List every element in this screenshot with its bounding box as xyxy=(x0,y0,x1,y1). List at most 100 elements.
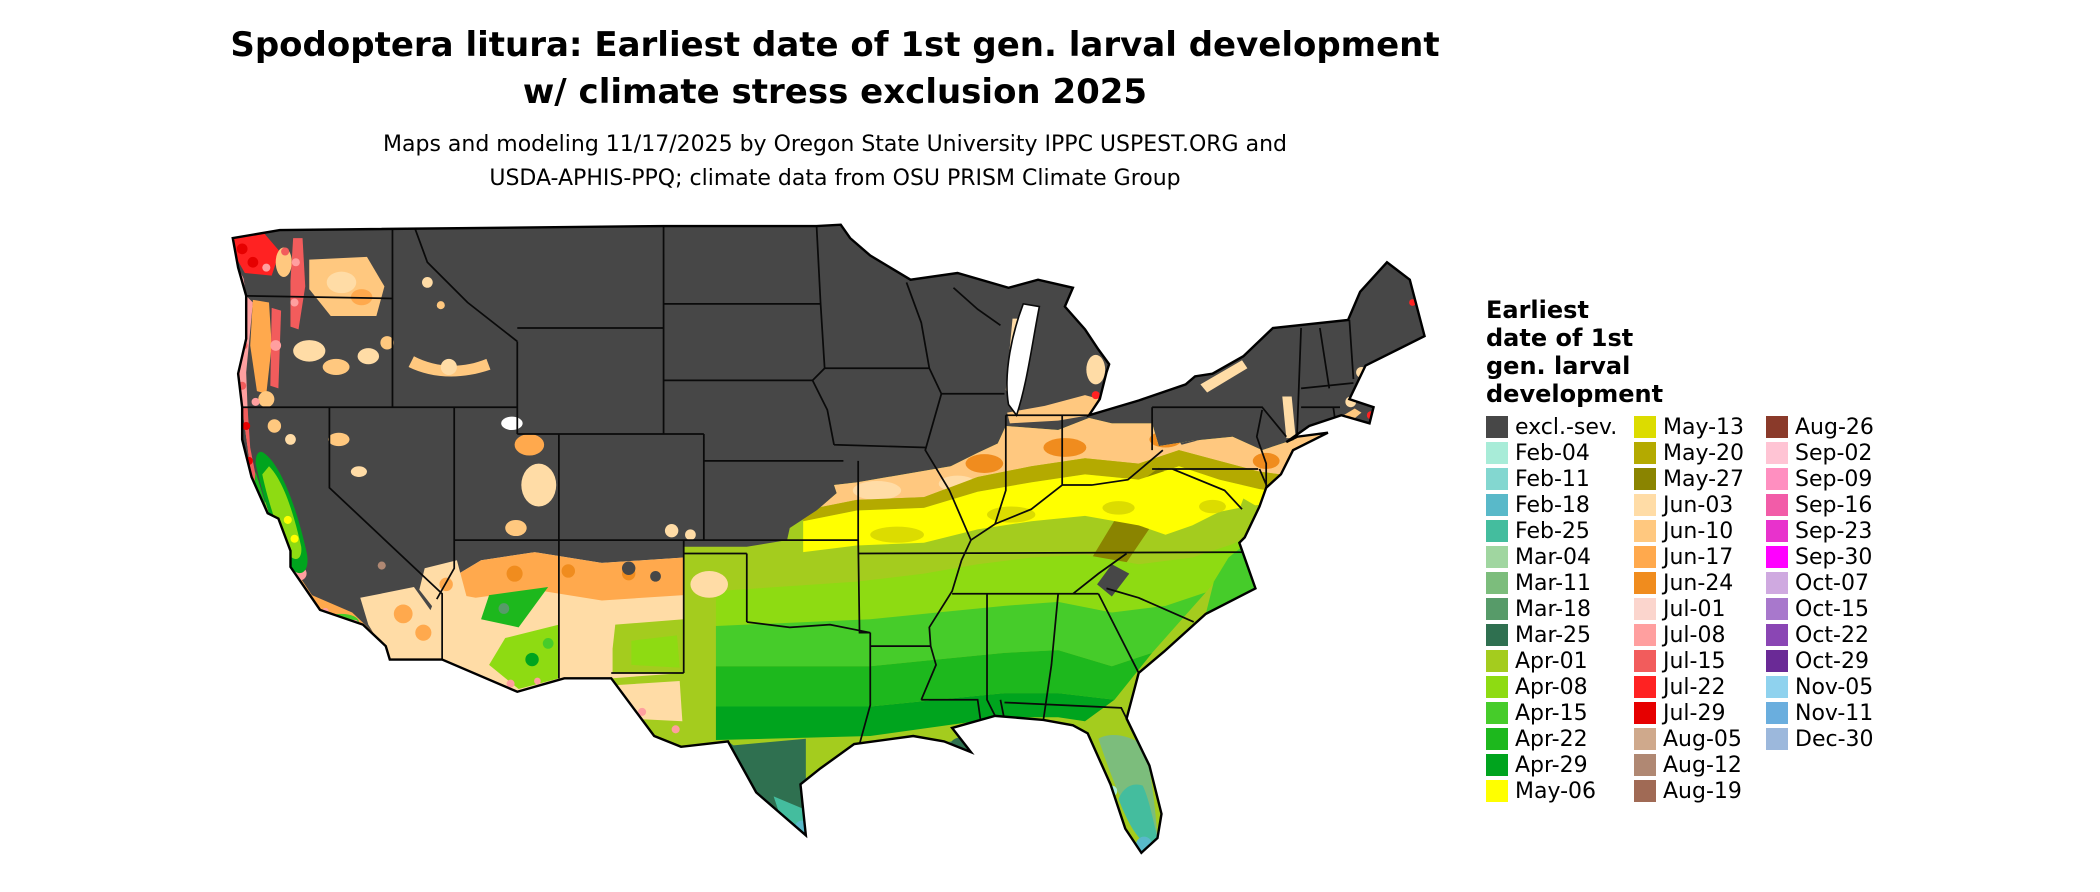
map-colorado-specks xyxy=(664,523,696,541)
map-central-valley-inner xyxy=(262,466,302,560)
legend-title-line2: date of 1st xyxy=(1486,324,1634,352)
map-nc-coast-green xyxy=(1205,546,1256,614)
legend-label: Oct-07 xyxy=(1795,570,1869,596)
legend-swatch xyxy=(1766,416,1788,438)
legend-label: Nov-11 xyxy=(1795,700,1874,726)
legend-swatch xyxy=(1634,572,1656,594)
legend-row: Apr-08 xyxy=(1486,674,1634,700)
subtitle-block: Maps and modeling 11/17/2025 by Oregon S… xyxy=(0,128,1670,196)
legend-label: Mar-25 xyxy=(1515,622,1592,648)
legend-swatch xyxy=(1486,416,1508,438)
legend-label: Sep-30 xyxy=(1795,544,1873,570)
legend-row: Aug-19 xyxy=(1634,778,1766,804)
legend-swatch xyxy=(1634,442,1656,464)
legend-swatch xyxy=(1486,468,1508,490)
title-block: Spodoptera litura: Earliest date of 1st … xyxy=(0,22,1670,196)
legend-swatch xyxy=(1766,624,1788,646)
legend-row: Mar-04 xyxy=(1486,544,1634,570)
legend-row: Apr-29 xyxy=(1486,752,1634,778)
legend-swatch xyxy=(1486,650,1508,672)
legend-row: Feb-25 xyxy=(1486,518,1634,544)
legend-row: Feb-04 xyxy=(1486,440,1634,466)
legend-row: Apr-15 xyxy=(1486,700,1634,726)
map-mojave-specks xyxy=(377,561,432,641)
legend-swatch xyxy=(1486,624,1508,646)
legend-swatch xyxy=(1486,572,1508,594)
map-snake-tan xyxy=(440,358,457,375)
legend-label: Sep-23 xyxy=(1795,518,1873,544)
legend-label: Oct-29 xyxy=(1795,648,1869,674)
legend-swatch xyxy=(1766,468,1788,490)
legend-label: Aug-05 xyxy=(1663,726,1742,752)
legend-row: Mar-11 xyxy=(1486,570,1634,596)
legend: Earliest date of 1st gen. larval develop… xyxy=(1486,296,2066,804)
map-shasta-patches xyxy=(267,419,296,445)
us-outline xyxy=(231,223,1426,855)
legend-row: Jul-08 xyxy=(1634,622,1766,648)
legend-swatch xyxy=(1634,702,1656,724)
map-title-line2: w/ climate stress exclusion 2025 xyxy=(522,72,1148,112)
legend-swatch xyxy=(1766,546,1788,568)
map-detroit-red xyxy=(1091,391,1100,400)
legend-row: Apr-01 xyxy=(1486,648,1634,674)
legend-label: Jun-24 xyxy=(1663,570,1734,596)
legend-swatch xyxy=(1486,546,1508,568)
legend-row: May-20 xyxy=(1634,440,1766,466)
legend-swatch xyxy=(1634,468,1656,490)
map-michigan-south-orange xyxy=(1007,395,1100,424)
legend-label: Feb-11 xyxy=(1515,466,1590,492)
legend-label: Apr-29 xyxy=(1515,752,1588,778)
legend-row: Jul-29 xyxy=(1634,700,1766,726)
legend-swatch xyxy=(1634,754,1656,776)
legend-row: Feb-18 xyxy=(1486,492,1634,518)
legend-row: May-27 xyxy=(1634,466,1766,492)
map-central-oregon-patches xyxy=(251,336,394,408)
legend-swatch xyxy=(1634,624,1656,646)
legend-row: excl.-sev. xyxy=(1486,414,1634,440)
map-or-cascade-pink xyxy=(270,340,282,351)
legend-label: Feb-18 xyxy=(1515,492,1590,518)
legend-swatch xyxy=(1766,520,1788,542)
map-band-apr15 xyxy=(715,592,1206,667)
legend-row: Jun-17 xyxy=(1634,544,1766,570)
legend-label: May-27 xyxy=(1663,466,1745,492)
legend-columns: excl.-sev. Feb-04 Feb-11 Feb-18 Feb-25 Mar-04… xyxy=(1486,414,2066,804)
legend-label: Apr-15 xyxy=(1515,700,1588,726)
legend-label: May-13 xyxy=(1663,414,1745,440)
map-olympic-specks xyxy=(236,243,271,272)
legend-label: Jul-29 xyxy=(1663,700,1726,726)
legend-label: Aug-12 xyxy=(1663,752,1742,778)
legend-swatch xyxy=(1634,728,1656,750)
map-band-may20 xyxy=(803,450,1300,522)
legend-row: Mar-18 xyxy=(1486,596,1634,622)
legend-row: Dec-30 xyxy=(1766,726,1898,752)
legend-swatch xyxy=(1634,520,1656,542)
map-puget-red xyxy=(281,247,290,256)
state-borders-west xyxy=(242,224,1001,745)
map-se-arizona-green xyxy=(489,624,559,690)
legend-row: Oct-29 xyxy=(1766,648,1898,674)
map-valley-yellow-dots xyxy=(283,515,299,543)
legend-swatch xyxy=(1486,780,1508,802)
map-title-line1: Spodoptera litura: Earliest date of 1st … xyxy=(230,25,1440,65)
map-band-apr22 xyxy=(715,650,1153,707)
legend-row: May-13 xyxy=(1634,414,1766,440)
map-ontario-shore-tan xyxy=(1200,360,1248,393)
legend-label: Jul-08 xyxy=(1663,622,1726,648)
legend-row: Aug-12 xyxy=(1634,752,1766,778)
map-specks-bigbend-pink xyxy=(638,707,680,734)
legend-row: Sep-16 xyxy=(1766,492,1898,518)
legend-title-line4: development xyxy=(1486,380,1664,408)
legend-row: Nov-05 xyxy=(1766,674,1898,700)
legend-label: Jul-15 xyxy=(1663,648,1726,674)
map-nevada-patches xyxy=(328,432,468,614)
legend-label: Aug-26 xyxy=(1795,414,1874,440)
legend-label: Oct-15 xyxy=(1795,596,1869,622)
map-az-border-pink xyxy=(506,677,541,688)
legend-row: Aug-26 xyxy=(1766,414,1898,440)
legend-row: Sep-23 xyxy=(1766,518,1898,544)
legend-label: May-06 xyxy=(1515,778,1597,804)
legend-label: Feb-04 xyxy=(1515,440,1590,466)
legend-label: Sep-09 xyxy=(1795,466,1873,492)
legend-label: Nov-05 xyxy=(1795,674,1874,700)
